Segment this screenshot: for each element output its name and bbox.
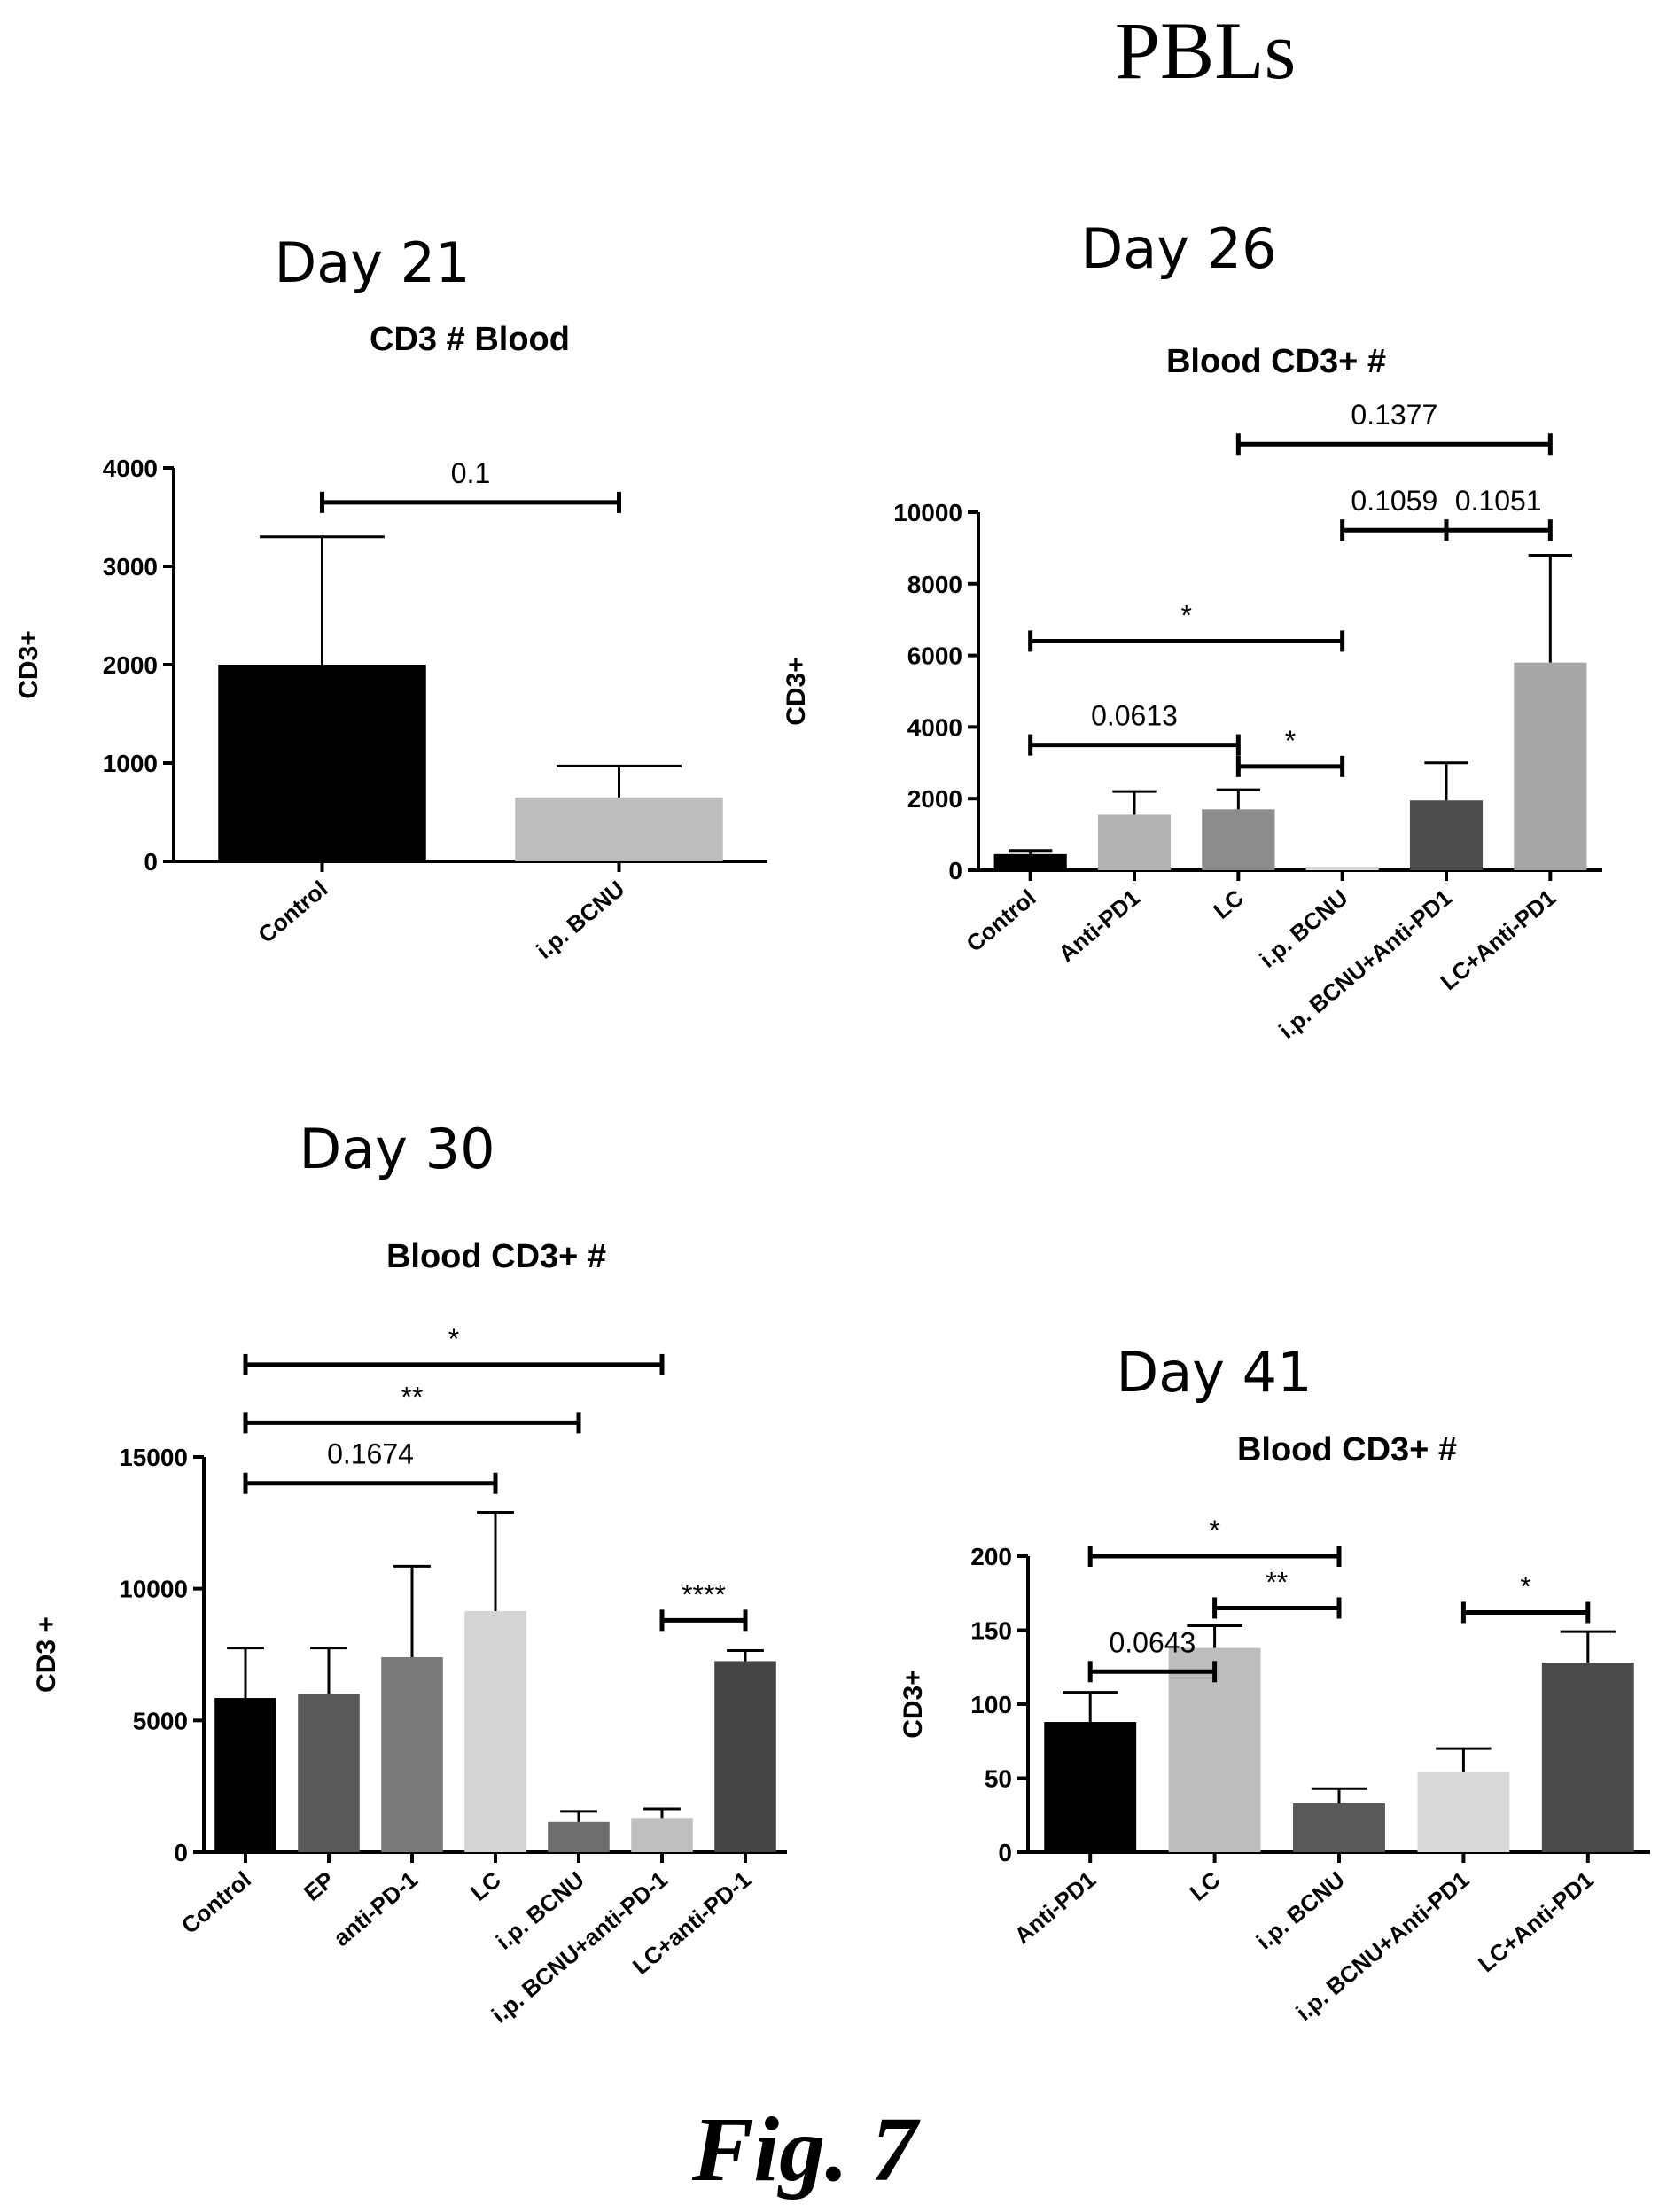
bar (515, 797, 723, 861)
panel-title-day-26: Day 26 (1080, 216, 1276, 281)
x-tick-label: i.p. BCNU (531, 876, 629, 964)
y-tick-label: 4000 (907, 713, 962, 741)
y-tick-label: 6000 (907, 643, 962, 670)
y-tick-label: 100 (970, 1691, 1012, 1718)
chart-day-41: Blood CD3+ # CD3+ 0 50 100 150 200 Anti-PD1 LC i.… (899, 1431, 1650, 2026)
bar (214, 1698, 276, 1852)
y-axis-label: CD3+ (899, 1670, 928, 1739)
bar (298, 1694, 360, 1852)
significance-label: 0.1051 (1455, 485, 1542, 517)
y-tick-label: 0 (998, 1839, 1012, 1866)
bar (548, 1821, 610, 1852)
bar (1202, 809, 1275, 870)
y-axis-label: CD3+ (14, 630, 43, 699)
significance-label: * (1285, 725, 1296, 757)
y-axis-label: CD3 + (32, 1616, 61, 1693)
chart-title: CD3 # Blood (370, 321, 570, 358)
y-tick-label: 4000 (103, 455, 158, 482)
bar (464, 1610, 526, 1852)
y-tick-label: 8000 (907, 571, 962, 598)
y-tick-label: 200 (970, 1543, 1012, 1570)
y-tick-label: 0 (174, 1839, 188, 1866)
bar (1097, 814, 1172, 870)
chart-title: Blood CD3+ # (1166, 343, 1386, 380)
bar (1409, 800, 1484, 870)
x-tick-label: Anti-PD1 (1009, 1866, 1101, 1950)
y-tick-label: 0 (948, 857, 962, 884)
y-axis-label: CD3+ (782, 657, 811, 726)
x-tick-label: LC (1185, 1865, 1226, 1905)
y-tick-label: 10000 (893, 499, 962, 526)
y-tick-label: 5000 (133, 1707, 188, 1734)
x-tick-label: LC+Anti-PD1 (1473, 1866, 1599, 1978)
figure-caption: Fig. 7 (691, 2099, 921, 2200)
x-tick-label: EP (299, 1866, 339, 1906)
chart-day-26: Blood CD3+ # CD3+ 0 2000 4000 6000 8000 10000 Co… (782, 343, 1602, 1044)
significance-label: * (1209, 1515, 1219, 1546)
chart-day-21: CD3 # Blood CD3+ 0 1000 2000 3000 4000 Control i… (14, 321, 767, 964)
bar (1417, 1772, 1510, 1852)
x-tick-label: i.p. BCNU (1251, 1866, 1350, 1955)
significance-label: 0.0643 (1109, 1626, 1196, 1658)
x-tick-label: Control (961, 884, 1040, 957)
x-tick-label: i.p. BCNU+Anti-PD1 (1273, 884, 1457, 1044)
significance-label: ** (1266, 1566, 1288, 1598)
significance-label: ** (401, 1381, 424, 1413)
y-tick-label: 0 (144, 848, 158, 876)
y-tick-label: 2000 (907, 785, 962, 813)
y-tick-label: 3000 (103, 553, 158, 580)
significance-label: 0.1 (451, 457, 490, 489)
y-tick-label: 15000 (119, 1444, 188, 1471)
bar (381, 1656, 443, 1852)
x-tick-label: Control (176, 1866, 256, 1939)
y-tick-label: 150 (970, 1617, 1012, 1645)
x-tick-label: LC (1208, 884, 1249, 923)
y-tick-label: 2000 (103, 651, 158, 679)
chart-title: Blood CD3+ # (1237, 1431, 1457, 1468)
significance-label: 0.1674 (327, 1438, 414, 1470)
panel-title-day-30: Day 30 (299, 1117, 495, 1181)
bar (1305, 866, 1379, 870)
bar (1514, 662, 1587, 870)
y-tick-label: 10000 (119, 1576, 188, 1603)
significance-label: * (1180, 599, 1191, 631)
bar (631, 1818, 693, 1852)
x-tick-label: anti-PD-1 (328, 1866, 423, 1951)
x-tick-label: LC+Anti-PD1 (1436, 884, 1562, 996)
significance-label: * (448, 1323, 459, 1355)
chart-day-30: Blood CD3+ # CD3 + 0 5000 10000 15000 Control E… (32, 1238, 787, 2029)
x-tick-label: LC (465, 1865, 506, 1905)
x-tick-label: Anti-PD1 (1053, 884, 1144, 968)
page-title: PBLs (1115, 5, 1297, 96)
x-tick-label: Control (253, 876, 332, 948)
chart-title: Blood CD3+ # (386, 1238, 606, 1275)
bar (1293, 1803, 1385, 1852)
bar (993, 853, 1067, 870)
significance-label: **** (682, 1578, 726, 1610)
panel-title-day-41: Day 41 (1116, 1340, 1312, 1405)
significance-label: 0.1059 (1351, 485, 1437, 517)
bar (1044, 1722, 1137, 1852)
significance-label: * (1520, 1570, 1530, 1602)
significance-label: 0.0613 (1091, 700, 1178, 732)
y-tick-label: 1000 (103, 750, 158, 777)
panel-title-day-21: Day 21 (274, 230, 470, 295)
y-tick-label: 50 (985, 1765, 1012, 1793)
significance-label: 0.1377 (1351, 399, 1437, 431)
x-tick-label: i.p. BCNU (1254, 884, 1352, 973)
bar (714, 1661, 776, 1852)
bar (1541, 1663, 1634, 1852)
bar (218, 665, 426, 861)
